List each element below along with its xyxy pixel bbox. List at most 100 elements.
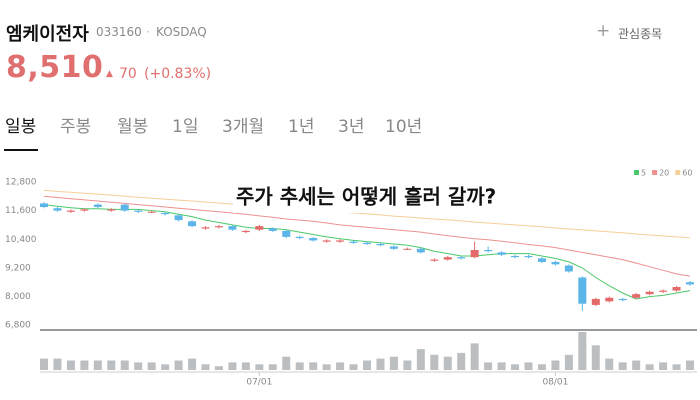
candle-body: [632, 294, 641, 298]
candle-body: [174, 215, 183, 221]
volume-bar: [430, 354, 439, 370]
candle-body: [645, 291, 654, 295]
stock-code: 033160: [96, 25, 142, 39]
volume-bar: [322, 364, 331, 370]
add-icon[interactable]: +: [596, 21, 611, 41]
candle-body: [686, 282, 694, 285]
candle-body: [363, 242, 371, 245]
volume-bar: [524, 362, 533, 370]
volume-bar: [188, 358, 197, 370]
candle-body: [255, 226, 264, 230]
volume-bar: [107, 360, 116, 370]
candle-body: [228, 226, 237, 230]
candle-body: [672, 287, 681, 291]
volume-bar: [66, 360, 75, 370]
candle-body: [511, 255, 520, 258]
candle-body: [161, 212, 170, 215]
candle-body: [430, 259, 439, 261]
volume-bar: [295, 362, 304, 370]
candle-body: [551, 261, 560, 265]
volume-bar: [511, 364, 520, 370]
volume-bar: [686, 360, 694, 370]
volume-bar: [591, 345, 600, 370]
moving-average-line: [43, 204, 691, 300]
volume-bar: [443, 356, 452, 370]
candle-body: [40, 203, 48, 208]
percent-change: (+0.83%): [144, 66, 212, 82]
up-arrow: ▲: [106, 69, 113, 79]
candle-body: [201, 227, 210, 229]
volume-bar: [40, 358, 48, 370]
candle-body: [282, 230, 291, 237]
period-tab[interactable]: 10년: [385, 117, 423, 137]
price-change: 70: [119, 66, 137, 82]
period-tab[interactable]: 일봉: [5, 117, 37, 137]
candle-body: [53, 208, 62, 211]
y-tick-label: 6,800: [5, 321, 31, 331]
annotation: 주가 추세는 어떻게 흘러 갈까?: [236, 185, 496, 209]
stock-name: 엠케이전자: [6, 24, 89, 45]
volume-bar: [174, 360, 183, 370]
separator-dot: ·: [146, 25, 150, 39]
volume-bar: [470, 343, 479, 370]
volume-bar: [551, 360, 560, 370]
volume-bar: [93, 360, 102, 370]
volume-bar: [457, 352, 466, 370]
period-tab[interactable]: 3개월: [222, 117, 265, 137]
period-tab[interactable]: 월봉: [117, 117, 149, 137]
candle-body: [349, 241, 358, 243]
legend-label: 5: [641, 169, 646, 178]
volume-bar: [632, 360, 641, 370]
volume-bar: [255, 364, 264, 370]
volume-bar: [214, 366, 223, 370]
volume-bar: [389, 356, 398, 370]
candle-body: [443, 257, 452, 260]
candle-body: [268, 228, 277, 231]
volume-bar: [134, 362, 143, 370]
candle-body: [403, 248, 412, 250]
candle-body: [66, 210, 75, 212]
candle-body: [389, 246, 398, 249]
candle-body: [80, 209, 89, 211]
legend-swatch: [634, 170, 639, 175]
legend-swatch: [652, 170, 658, 175]
volume-bar: [416, 349, 425, 370]
candle-body: [188, 221, 197, 227]
candle-body: [120, 204, 129, 211]
volume-bar: [564, 354, 573, 370]
watch-button[interactable]: 관심종목: [618, 27, 663, 41]
period-tab[interactable]: 주봉: [60, 117, 92, 137]
volume-bar: [618, 362, 627, 370]
candle-body: [322, 240, 331, 242]
candle-body: [416, 248, 425, 253]
candle-body: [618, 298, 627, 301]
volume-bar: [282, 356, 291, 370]
period-tab[interactable]: 1일: [172, 117, 199, 137]
legend-label: 20: [659, 169, 669, 178]
volume-bar: [659, 362, 668, 370]
candle-body: [147, 211, 156, 213]
candle-body: [524, 255, 533, 258]
y-tick-label: 9,200: [5, 263, 31, 273]
volume-bar: [537, 364, 546, 370]
x-tick-label: 08/01: [542, 378, 568, 388]
market: KOSDAQ: [156, 25, 207, 39]
candle-body: [659, 290, 668, 292]
volume-bar: [605, 358, 614, 370]
candle-body: [537, 258, 546, 262]
volume-bar: [201, 364, 210, 370]
candle-body: [295, 236, 304, 239]
volume-bar: [161, 364, 170, 370]
volume-bar: [645, 364, 654, 370]
candle-body: [241, 230, 250, 233]
candle-body: [578, 277, 587, 304]
period-tab[interactable]: 1년: [288, 117, 315, 137]
legend-swatch: [675, 170, 681, 175]
period-tab[interactable]: 3년: [338, 117, 365, 137]
volume-bar: [578, 332, 587, 370]
candle-body: [93, 204, 102, 208]
y-tick-label: 11,600: [5, 206, 37, 216]
moving-average-line: [43, 189, 691, 239]
volume-bar: [80, 360, 89, 370]
